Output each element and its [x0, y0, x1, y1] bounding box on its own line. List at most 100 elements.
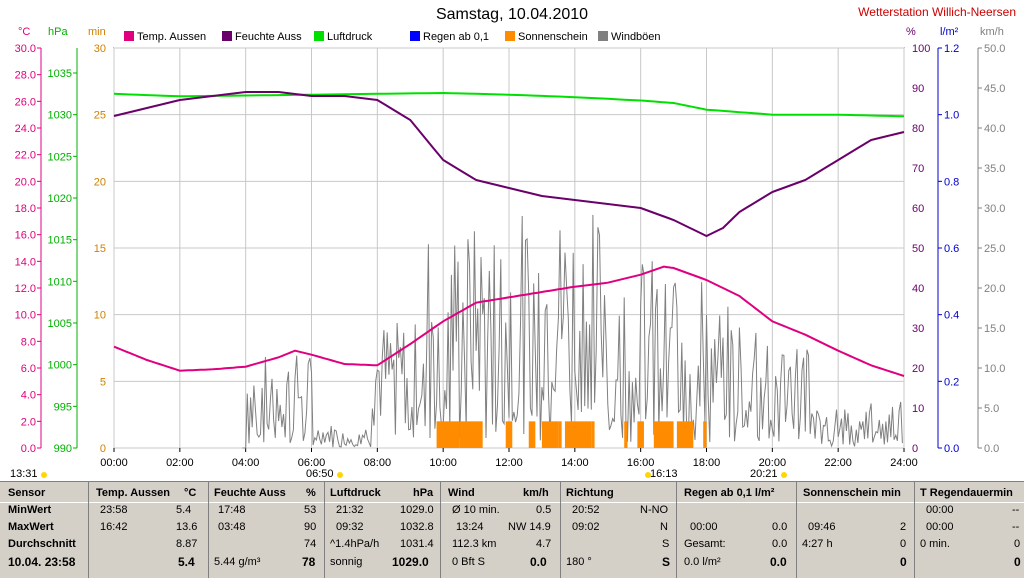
- direction-value-1: N-NO: [640, 504, 669, 516]
- humidity-tick-label: 100: [912, 43, 930, 55]
- rain-current-value: 0.0: [770, 555, 787, 569]
- direction-time-2: 09:02: [572, 521, 600, 533]
- wind-bft: 0 Bft S: [452, 556, 486, 568]
- rain-total-value: 0.0: [772, 538, 788, 550]
- legend-swatch-icon: [124, 31, 134, 41]
- x-tick-label: 18:00: [693, 457, 721, 469]
- humidity-min-value: 53: [304, 504, 317, 516]
- wind-unit-label: km/h: [980, 26, 1004, 38]
- pressure-tick-label: 1005: [48, 318, 72, 330]
- wind-avg-value: 0.5: [536, 504, 552, 516]
- wind-avg-day: 4.7: [536, 538, 552, 550]
- humidity-tick-label: 60: [912, 203, 924, 215]
- humidity-tick-label: 90: [912, 83, 924, 95]
- header-temp-unit: °C: [184, 487, 197, 499]
- series-temperature: [113, 265, 905, 377]
- rain-tick-label: 0.0: [944, 443, 959, 455]
- x-tick-label: 16:00: [627, 457, 655, 469]
- temp-tick-label: 10.0: [15, 310, 36, 322]
- direction-value-2: N: [660, 521, 668, 533]
- pressure-unit-label: hPa: [48, 26, 68, 38]
- minutes-unit-label: min: [88, 26, 106, 38]
- legend-wind-gusts[interactable]: Windböen: [598, 31, 661, 43]
- pressure-tick-label: 1000: [48, 360, 72, 372]
- humidity-tick-label: 10: [912, 403, 924, 415]
- legend-sunshine[interactable]: Sonnenschein: [505, 31, 588, 43]
- sunshine-bar: [653, 421, 674, 448]
- temp-tick-label: 6.0: [21, 363, 36, 375]
- minutes-tick-label: 0: [100, 443, 106, 455]
- x-tick-label: 20:00: [759, 457, 787, 469]
- pressure-tick-label: 1010: [48, 276, 72, 288]
- humidity-tick-label: 0: [912, 443, 918, 455]
- x-tick-label: 04:00: [232, 457, 260, 469]
- header-humidity: Feuchte Auss: [214, 487, 286, 499]
- humidity-max-time: 03:48: [218, 521, 246, 533]
- temp-min-value: 5.4: [176, 504, 192, 516]
- sun-marker-icon: [41, 472, 47, 478]
- header-humidity-unit: %: [306, 487, 316, 499]
- pressure-min-time: 21:32: [336, 504, 364, 516]
- pressure-tick-label: 1015: [48, 235, 72, 247]
- pressure-tick-label: 1020: [48, 193, 72, 205]
- temp-tick-label: 18.0: [15, 203, 36, 215]
- rain-duration-total: 0 min.: [920, 538, 950, 550]
- header-rain: Regen ab 0,1 l/m²: [684, 487, 775, 499]
- summary-table: Sensor Temp. Aussen °C Feuchte Auss % Lu…: [0, 481, 1024, 578]
- legend-temp[interactable]: Temp. Aussen: [124, 31, 206, 43]
- x-tick-label: 02:00: [166, 457, 194, 469]
- sunshine-max-value: 2: [900, 521, 907, 533]
- legend-pressure[interactable]: Luftdruck: [314, 31, 372, 43]
- column-divider: [440, 482, 441, 578]
- sunshine-bar: [436, 421, 460, 448]
- temp-tick-label: 16.0: [15, 230, 36, 242]
- rain-duration-time-1: 00:00: [926, 504, 954, 516]
- legend-rain[interactable]: Regen ab 0,1: [410, 31, 489, 43]
- wind-tick-label: 30.0: [984, 203, 1005, 215]
- x-tick-label: 12:00: [495, 457, 523, 469]
- temp-tick-label: 0.0: [21, 443, 36, 455]
- time-marker-label: 13:31: [10, 468, 38, 480]
- sun-marker-icon: [645, 472, 651, 478]
- sun-marker-icon: [337, 472, 343, 478]
- legend-swatch-icon: [314, 31, 324, 41]
- direction-degrees: 180 °: [566, 556, 592, 568]
- time-marker-label: 16:13: [650, 468, 678, 480]
- x-tick-label: 08:00: [364, 457, 392, 469]
- header-wind-unit: km/h: [523, 487, 549, 499]
- wind-tick-label: 40.0: [984, 123, 1005, 135]
- minutes-tick-label: 5: [100, 376, 106, 388]
- temp-tick-label: 2.0: [21, 416, 36, 428]
- legend-swatch-icon: [222, 31, 232, 41]
- sunshine-bar: [459, 421, 483, 448]
- temp-current-value: 5.4: [178, 555, 195, 569]
- sunshine-bar: [564, 421, 592, 448]
- minutes-tick-label: 30: [94, 43, 106, 55]
- wind-tick-label: 35.0: [984, 163, 1005, 175]
- rain-tick-label: 0.2: [944, 376, 959, 388]
- pressure-current-value: 1029.0: [392, 555, 429, 569]
- humidity-tick-label: 40: [912, 283, 924, 295]
- series-wind-gusts: [242, 214, 903, 449]
- legend-humidity[interactable]: Feuchte Auss: [222, 31, 302, 43]
- temp-tick-label: 28.0: [15, 70, 36, 82]
- column-divider: [676, 482, 677, 578]
- column-divider: [796, 482, 797, 578]
- wind-tick-label: 45.0: [984, 83, 1005, 95]
- legend-swatch-icon: [410, 31, 420, 41]
- x-tick-label: 14:00: [561, 457, 589, 469]
- wind-max-value: NW 14.9: [508, 521, 551, 533]
- header-direction: Richtung: [566, 487, 614, 499]
- x-tick-label: 10:00: [429, 457, 457, 469]
- header-wind: Wind: [448, 487, 475, 499]
- temp-avg-value: 8.87: [176, 538, 198, 550]
- sunshine-bar: [528, 421, 536, 448]
- direction-time-1: 20:52: [572, 504, 600, 516]
- sunshine-bar: [637, 421, 644, 448]
- sunshine-bar: [505, 421, 513, 448]
- row-label-avg: Durchschnitt: [8, 538, 76, 550]
- wind-tick-label: 15.0: [984, 323, 1005, 335]
- rain-tick-label: 0.8: [944, 176, 959, 188]
- pressure-avg-value: 1031.4: [400, 538, 434, 550]
